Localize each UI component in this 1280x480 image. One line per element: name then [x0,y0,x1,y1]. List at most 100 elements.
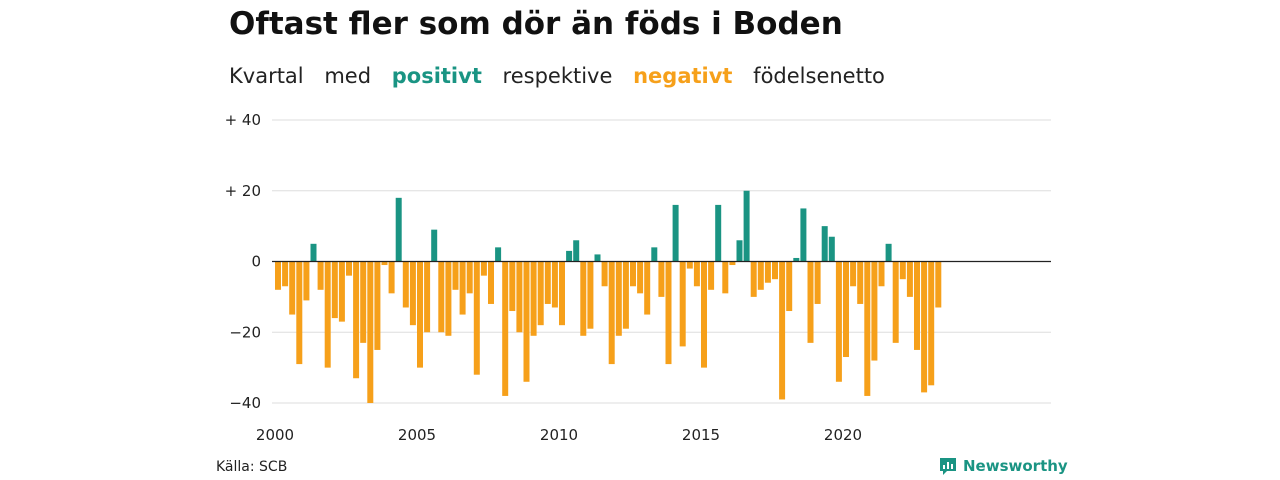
bar [289,261,296,315]
bar [701,261,707,368]
y-tick-label: −20 [229,323,261,341]
bar-layer [275,190,942,403]
bar [417,261,423,368]
y-tick-label: + 20 [225,182,261,200]
bar [587,261,594,329]
bar [480,261,487,276]
bar [310,243,317,262]
bar [594,254,601,262]
bar [367,261,374,403]
bar [488,261,494,304]
bar [381,261,388,266]
bar [757,261,764,290]
bar [296,261,303,365]
subtitle-negative-word: negativt [633,64,733,88]
bar [615,261,622,336]
bar [637,261,644,294]
bar [445,261,452,336]
bar [814,261,821,304]
x-tick-label: 2020 [824,426,862,444]
bar [722,261,729,294]
chart-title: Oftast fler som dör än föds i Boden [229,6,843,42]
subtitle-positive-word: positivt [391,64,482,88]
bar [608,261,615,365]
bar [772,261,778,280]
bar [651,247,658,262]
bar [928,261,935,386]
bar [736,240,743,262]
bar [523,261,530,382]
bar [658,261,665,297]
bar [821,226,828,262]
brand-name: Newsworthy [963,457,1068,475]
bar [516,261,523,333]
x-tick-label: 2015 [682,426,720,444]
bar [921,261,928,393]
bar [885,243,892,262]
bar [729,261,736,266]
bar [573,240,580,262]
bar [764,261,771,283]
bar [679,261,686,347]
bar [502,261,509,396]
bar [530,261,537,336]
bar [786,261,793,312]
bar [878,261,885,287]
bar [857,261,864,304]
axis-layer: + 40 + 20 0 −20 −40 2000 2005 2010 2015 2020 [225,111,1051,444]
bar [331,261,338,319]
bar [353,261,360,379]
bar [559,261,565,326]
bar [466,261,473,294]
bar [630,261,636,287]
bar [409,261,416,326]
x-tick-label: 2005 [398,426,436,444]
bar [914,261,920,350]
bar [935,261,942,308]
bar [793,257,800,262]
subtitle-word-med: med [324,64,372,88]
bar [544,261,551,304]
bar [835,261,842,382]
x-tick-label: 2010 [540,426,578,444]
bar [395,197,402,262]
bar [828,236,835,262]
brand-logo[interactable]: Newsworthy [938,456,1068,476]
bar [431,229,438,262]
bar [338,261,345,322]
bar [899,261,906,280]
bar [282,261,289,287]
bar [843,261,849,358]
bar [622,261,629,329]
bar [892,261,899,343]
y-tick-label: + 40 [225,111,261,129]
grid-layer [272,119,1051,404]
bar [708,261,715,290]
bar [807,261,814,343]
bar [324,261,331,368]
newsworthy-logo-icon [940,458,956,475]
bar [686,261,693,269]
y-tick-label: −40 [229,394,261,412]
bar [864,261,871,396]
bar [906,261,913,297]
bar [800,208,807,262]
bar [850,261,857,287]
bar [665,261,672,365]
bar [566,250,573,262]
source-label: Källa: SCB [216,459,288,475]
bar [459,261,466,315]
bar [580,261,587,336]
bar [509,261,516,312]
bar [317,261,324,290]
bar [424,261,431,333]
bar [672,204,679,262]
bar [473,261,480,375]
x-tick-label: 2000 [256,426,294,444]
bar [388,261,395,294]
bar [644,261,651,315]
bar [871,261,878,361]
bar [452,261,459,290]
bar [374,261,381,350]
